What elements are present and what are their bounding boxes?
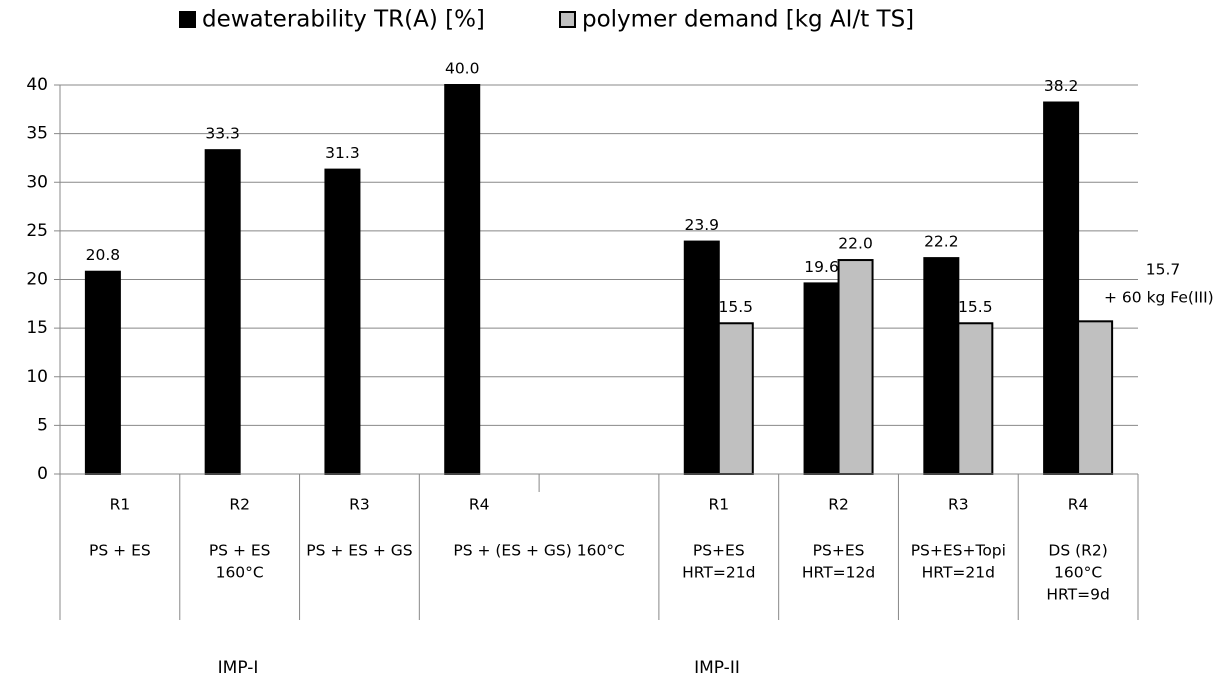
annotation: + 60 kg Fe(III)	[1104, 289, 1214, 307]
legend-label: dewaterability TR(A) [%]	[202, 7, 485, 33]
x-tick-label: R1	[708, 496, 729, 514]
y-tick-label: 5	[37, 415, 48, 435]
category-description: DS (R2)	[1048, 542, 1107, 560]
value-label: 40.0	[445, 60, 480, 78]
value-label: 19.6	[804, 258, 839, 276]
category-description: PS+ES	[693, 542, 745, 560]
category-description: HRT=21d	[922, 564, 995, 582]
legend-swatch	[179, 11, 196, 28]
value-label: 15.7	[1146, 261, 1181, 279]
value-label: 38.2	[1044, 77, 1079, 95]
value-label: 15.5	[958, 298, 993, 316]
category-description: 160°C	[1054, 564, 1102, 582]
category-description: HRT=9d	[1046, 586, 1109, 604]
y-tick-label: 40	[26, 75, 48, 95]
category-description: PS + ES + GS	[306, 542, 412, 560]
y-tick-label: 10	[26, 367, 48, 387]
bar	[1043, 101, 1080, 475]
value-label: 23.9	[685, 216, 720, 234]
bar	[324, 168, 361, 475]
value-label: 33.3	[205, 125, 240, 143]
value-label: 22.0	[838, 235, 873, 253]
category-description: PS + (ES + GS) 160°C	[453, 542, 625, 560]
y-tick-label: 15	[26, 318, 48, 338]
group-label: IMP-II	[694, 658, 740, 678]
value-label: 31.3	[325, 144, 360, 162]
bar	[837, 259, 874, 475]
y-tick-label: 20	[26, 270, 48, 290]
y-tick-label: 35	[26, 124, 48, 144]
x-tick-label: R4	[1068, 496, 1089, 514]
category-description: PS+ES	[813, 542, 865, 560]
x-tick-label: R3	[948, 496, 969, 514]
category-description: PS+ES+Topi	[911, 542, 1006, 560]
bar	[84, 270, 121, 475]
value-label: 20.8	[86, 246, 121, 264]
category-description: HRT=21d	[682, 564, 755, 582]
x-tick-label: R1	[110, 496, 131, 514]
bar	[204, 149, 241, 475]
category-description: HRT=12d	[802, 564, 875, 582]
category-description: PS + ES	[209, 542, 271, 560]
value-label: 22.2	[924, 233, 959, 251]
group-label: IMP-I	[218, 658, 259, 678]
bar	[803, 282, 840, 476]
bar	[444, 84, 481, 475]
x-tick-label: R2	[828, 496, 849, 514]
x-tick-label: R2	[229, 496, 250, 514]
legend-label: polymer demand [kg AI/t TS]	[582, 7, 914, 33]
y-tick-label: 25	[26, 221, 48, 241]
category-description: 160°C	[216, 564, 264, 582]
bar	[957, 322, 994, 476]
value-label: 15.5	[719, 298, 754, 316]
y-tick-label: 30	[26, 172, 48, 192]
legend-swatch	[559, 11, 576, 28]
bar	[923, 257, 960, 476]
x-tick-label: R4	[469, 496, 490, 514]
y-tick-label: 0	[37, 464, 48, 484]
category-description: PS + ES	[89, 542, 151, 560]
bar	[683, 240, 720, 475]
x-tick-label: R3	[349, 496, 370, 514]
bar	[1077, 320, 1114, 475]
bar	[717, 322, 754, 476]
